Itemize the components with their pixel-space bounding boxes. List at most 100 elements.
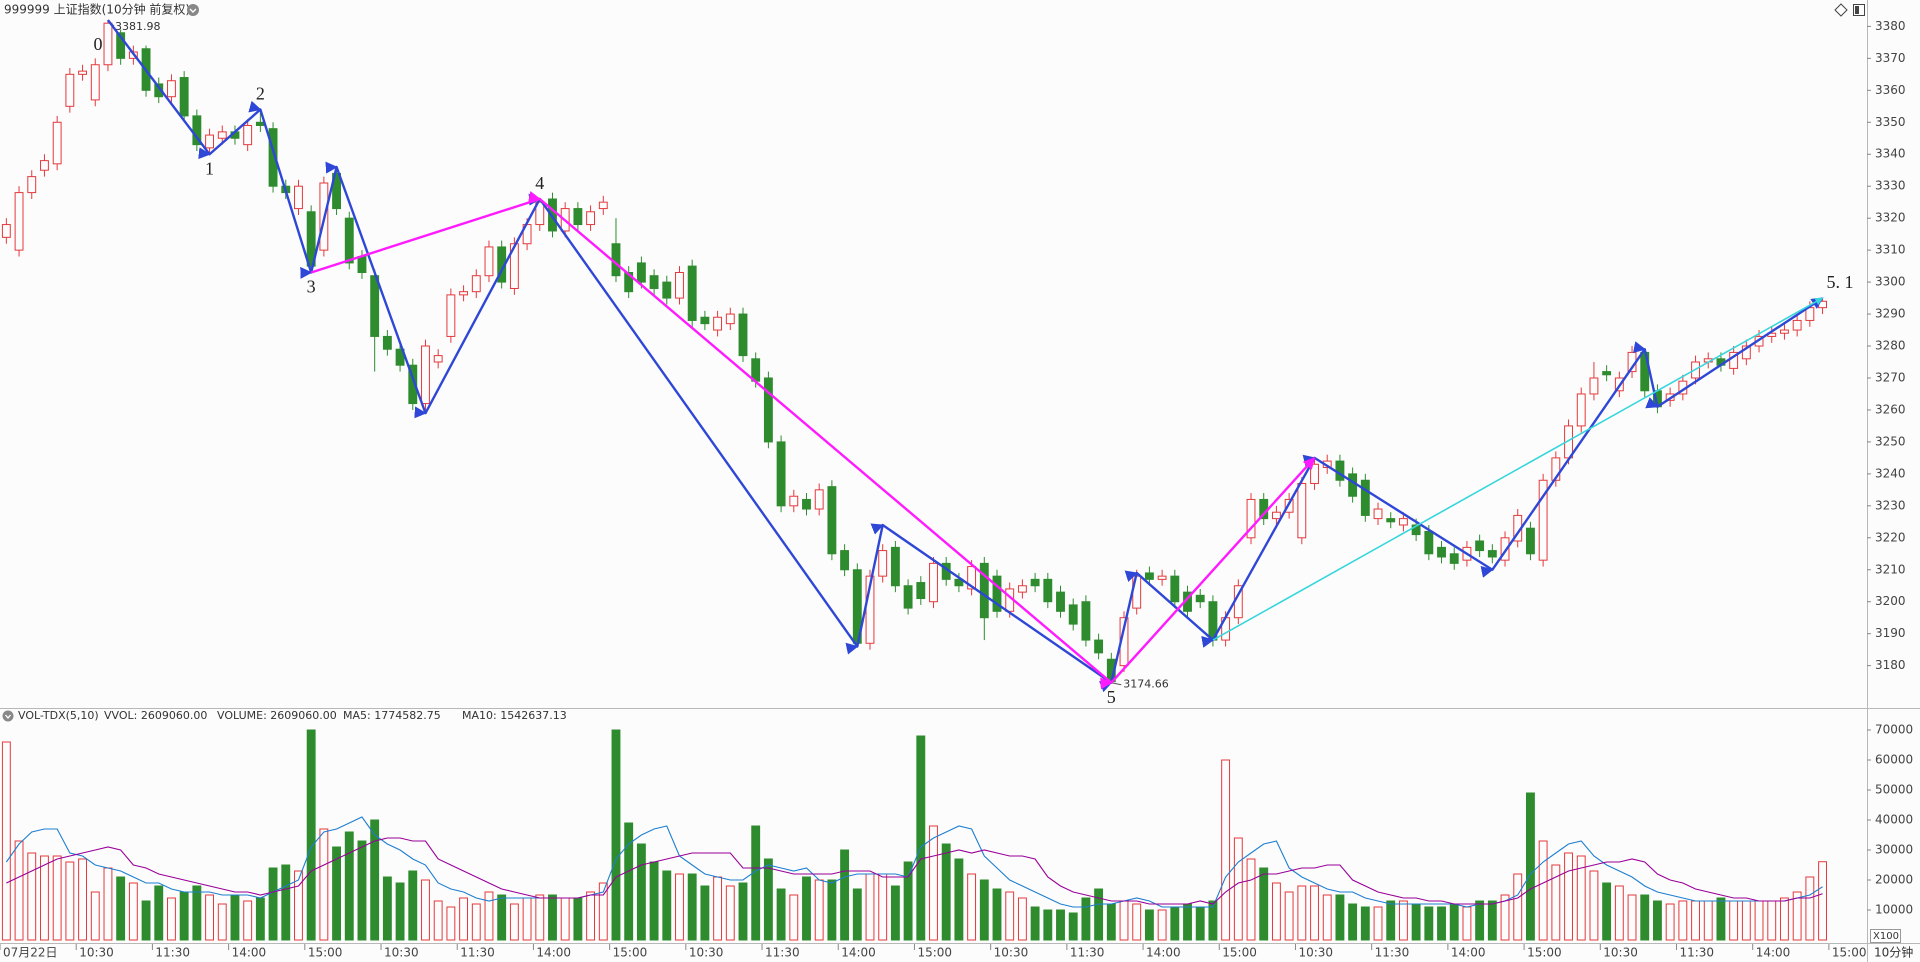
volume-bar bbox=[382, 876, 392, 941]
x-tick-label: 11:30 bbox=[1375, 946, 1410, 960]
volume-bar bbox=[662, 870, 672, 941]
y-tick-label: 3260 bbox=[1875, 402, 1906, 416]
volume-bar bbox=[1017, 897, 1027, 941]
candle-body bbox=[1043, 578, 1053, 603]
panel-icon-fill bbox=[1855, 6, 1859, 14]
volume-bar bbox=[408, 870, 418, 941]
volume-bar bbox=[916, 735, 926, 941]
legend-entry: MA5: 1774582.75 bbox=[343, 709, 441, 722]
candle-body bbox=[1437, 546, 1446, 558]
candle-body bbox=[433, 355, 443, 363]
legend-entry: MA10: 1542637.13 bbox=[462, 709, 567, 722]
volume-bar bbox=[992, 888, 1002, 941]
volume-bar bbox=[1589, 870, 1599, 941]
diamond-icon[interactable] bbox=[1834, 3, 1848, 17]
volume-bar bbox=[1373, 906, 1383, 941]
candle-body bbox=[446, 294, 456, 337]
y-tick-label: 3370 bbox=[1875, 51, 1906, 65]
candle-body bbox=[763, 377, 773, 443]
volume-bar bbox=[1322, 894, 1332, 941]
volume-bar bbox=[1094, 888, 1104, 941]
volume-bar bbox=[929, 825, 938, 941]
legend-entry: VOL-TDX(5,10) bbox=[18, 709, 99, 722]
volume-bar bbox=[395, 882, 405, 941]
x-tick-label: 10:30 bbox=[1603, 946, 1638, 960]
y-tick-label: 3360 bbox=[1875, 83, 1906, 97]
y-tick-label: 20000 bbox=[1875, 873, 1913, 887]
y-tick-label: 3290 bbox=[1875, 307, 1906, 321]
volume-bar bbox=[611, 729, 621, 941]
volume-bar bbox=[1754, 900, 1764, 941]
title-menu[interactable] bbox=[187, 4, 199, 16]
volume-bar bbox=[1348, 903, 1358, 941]
volume-bar bbox=[128, 882, 138, 941]
volume-bar bbox=[1233, 837, 1243, 941]
candle-body bbox=[116, 32, 126, 59]
volume-bar bbox=[1335, 894, 1345, 941]
volume-bar bbox=[1792, 891, 1802, 941]
volume-bar bbox=[573, 897, 583, 941]
volume-bar bbox=[1030, 906, 1040, 941]
candle-body bbox=[687, 265, 697, 321]
volume-bar bbox=[433, 900, 443, 941]
volume-bar bbox=[217, 903, 227, 941]
volume-bar bbox=[1360, 906, 1370, 941]
volume-menu[interactable] bbox=[2, 710, 14, 722]
candle-body bbox=[52, 121, 62, 165]
candle-body bbox=[1525, 527, 1535, 555]
volume-bar bbox=[192, 885, 202, 941]
menu-chevron bbox=[5, 714, 11, 720]
wave-line bbox=[310, 191, 1316, 690]
panel-icon[interactable] bbox=[1853, 4, 1865, 16]
candle-body bbox=[586, 211, 596, 226]
volume-bar bbox=[65, 861, 75, 941]
y-tick-label: 3230 bbox=[1875, 498, 1906, 512]
volume-bar bbox=[1005, 891, 1015, 941]
volume-bar bbox=[802, 876, 811, 941]
candle-body bbox=[1170, 575, 1180, 603]
volume-bar bbox=[1259, 867, 1269, 941]
candle-body bbox=[802, 498, 811, 510]
candle-body bbox=[929, 562, 938, 603]
volume-bar bbox=[268, 867, 278, 941]
volume-bar bbox=[306, 729, 316, 941]
volume-bar bbox=[535, 894, 545, 941]
x-tick-label: 15:00 bbox=[308, 946, 343, 960]
candle-body bbox=[1195, 594, 1205, 603]
volume-bar bbox=[852, 888, 862, 941]
volume-bar bbox=[1386, 900, 1396, 941]
candle-body bbox=[598, 201, 608, 210]
volume-bar bbox=[967, 873, 977, 941]
wave-label: 1 bbox=[205, 158, 214, 178]
volume-bar bbox=[294, 870, 303, 941]
menu-icon[interactable] bbox=[187, 4, 199, 16]
x-tick-label: 15:00 bbox=[1832, 946, 1867, 960]
volume-bar bbox=[154, 885, 164, 941]
period-label[interactable]: 10分钟 bbox=[1874, 945, 1913, 960]
volume-bar bbox=[1297, 885, 1307, 941]
volume-bar bbox=[903, 861, 913, 941]
volume-bar bbox=[1310, 885, 1319, 941]
candle-body bbox=[725, 313, 735, 325]
chart-title: 999999 上证指数(10分钟 前复权) bbox=[4, 2, 190, 17]
x-tick-label: 10:30 bbox=[79, 946, 114, 960]
x-tick-label: 15:00 bbox=[917, 946, 952, 960]
candle-body bbox=[649, 275, 659, 289]
candle-body bbox=[1017, 585, 1027, 593]
volume-bar bbox=[1170, 906, 1180, 941]
candle-body bbox=[1157, 575, 1167, 580]
volume-bar bbox=[1106, 903, 1116, 941]
volume-bar bbox=[979, 879, 989, 941]
volume-bar bbox=[1614, 885, 1624, 941]
candle-body bbox=[573, 208, 583, 226]
volume-bar bbox=[103, 867, 113, 941]
candle-body bbox=[1602, 371, 1612, 376]
menu-icon[interactable] bbox=[2, 710, 14, 722]
y-tick-label: 10000 bbox=[1875, 903, 1913, 917]
legend-entry: VOLUME: 2609060.00 bbox=[217, 709, 337, 722]
candle-body bbox=[90, 64, 100, 101]
volume-bar bbox=[1640, 894, 1650, 941]
volume-bar bbox=[560, 897, 570, 941]
volume-bar bbox=[1398, 900, 1408, 941]
